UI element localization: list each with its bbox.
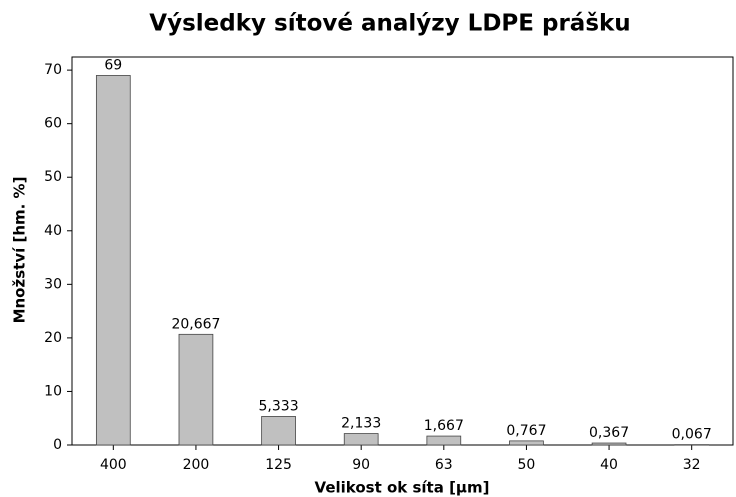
x-tick-label: 32 — [683, 457, 701, 473]
x-tick-label: 125 — [265, 457, 292, 473]
x-tick-label: 50 — [518, 457, 536, 473]
x-tick-label: 63 — [435, 457, 453, 473]
bar — [591, 442, 627, 446]
bar — [426, 435, 462, 446]
y-axis-title: Množství [hm. %] — [11, 177, 29, 324]
x-tick-label: 90 — [352, 457, 370, 473]
bar — [343, 433, 379, 446]
x-tick-label: 400 — [100, 457, 127, 473]
bar — [95, 75, 131, 446]
value-label: 0,067 — [672, 427, 712, 443]
value-label: 69 — [104, 57, 122, 73]
bar — [178, 333, 214, 446]
value-label: 0,367 — [589, 425, 629, 441]
y-tick-label: 30 — [44, 276, 62, 292]
y-tick-label: 10 — [44, 383, 62, 399]
plot-frame — [71, 56, 734, 446]
y-tick-label: 60 — [44, 116, 62, 132]
y-tick-label: 0 — [53, 437, 62, 453]
bar — [261, 416, 296, 446]
x-tick-label: 200 — [183, 457, 210, 473]
value-label: 2,133 — [341, 416, 381, 432]
value-label: 20,667 — [171, 316, 220, 332]
x-tick-label: 40 — [600, 457, 618, 473]
y-tick-label: 40 — [44, 223, 62, 239]
value-label: 0,767 — [506, 423, 546, 439]
value-label: 5,333 — [259, 398, 299, 414]
bar — [509, 440, 544, 446]
x-axis-title: Velikost ok síta [µm] — [315, 479, 490, 497]
y-tick-label: 20 — [44, 330, 62, 346]
y-tick-label: 70 — [44, 62, 62, 78]
chart-title: Výsledky sítové analýzy LDPE prášku — [149, 11, 630, 37]
y-tick-label: 50 — [44, 169, 62, 185]
value-label: 1,667 — [424, 418, 464, 434]
